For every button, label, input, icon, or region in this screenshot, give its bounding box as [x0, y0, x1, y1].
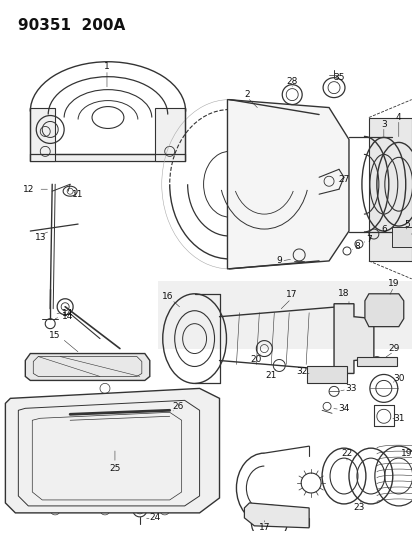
Text: 26: 26: [172, 402, 183, 411]
Text: 17: 17: [285, 290, 297, 300]
Text: 11: 11: [72, 190, 84, 199]
Text: 33: 33: [345, 384, 357, 393]
Text: 12: 12: [23, 185, 34, 193]
Text: 19: 19: [401, 449, 413, 458]
Text: 28: 28: [287, 77, 298, 86]
Polygon shape: [244, 503, 309, 528]
Text: 14: 14: [62, 309, 74, 318]
Polygon shape: [369, 117, 412, 261]
Text: 20: 20: [251, 355, 262, 364]
Text: 6: 6: [381, 224, 387, 233]
Text: 19: 19: [388, 279, 399, 288]
Text: 27: 27: [338, 175, 350, 184]
Text: 35: 35: [333, 73, 345, 82]
Polygon shape: [25, 353, 150, 381]
Polygon shape: [228, 100, 349, 269]
Text: 5: 5: [404, 220, 410, 229]
Text: 18: 18: [338, 289, 350, 298]
Polygon shape: [357, 357, 397, 367]
Polygon shape: [334, 304, 374, 374]
Text: 4: 4: [396, 113, 401, 122]
Text: 16: 16: [162, 292, 173, 301]
Text: 1: 1: [104, 62, 110, 71]
Text: 31: 31: [393, 414, 404, 423]
Text: 23: 23: [353, 503, 365, 512]
Polygon shape: [155, 108, 185, 161]
Polygon shape: [307, 367, 347, 383]
Text: 32: 32: [297, 367, 308, 376]
Text: 9: 9: [276, 256, 282, 265]
Polygon shape: [5, 389, 220, 513]
Text: 90351  200A: 90351 200A: [18, 18, 126, 33]
Polygon shape: [30, 155, 185, 161]
Text: 25: 25: [109, 464, 121, 473]
Text: 15: 15: [50, 331, 61, 340]
Text: 8: 8: [354, 243, 360, 252]
Text: 34: 34: [338, 404, 350, 413]
Text: 24: 24: [149, 513, 160, 522]
Text: 3: 3: [381, 120, 387, 129]
Text: 17: 17: [259, 523, 270, 532]
Polygon shape: [158, 281, 412, 349]
Text: 21: 21: [266, 371, 277, 380]
Text: 29: 29: [388, 344, 399, 353]
Polygon shape: [30, 108, 55, 161]
Text: 22: 22: [342, 449, 353, 458]
Text: 13: 13: [35, 232, 46, 241]
Polygon shape: [365, 294, 404, 327]
Text: 7: 7: [366, 235, 372, 244]
Text: 30: 30: [393, 374, 404, 383]
Text: 2: 2: [244, 90, 250, 99]
Text: 14: 14: [62, 312, 74, 321]
Polygon shape: [392, 227, 412, 247]
